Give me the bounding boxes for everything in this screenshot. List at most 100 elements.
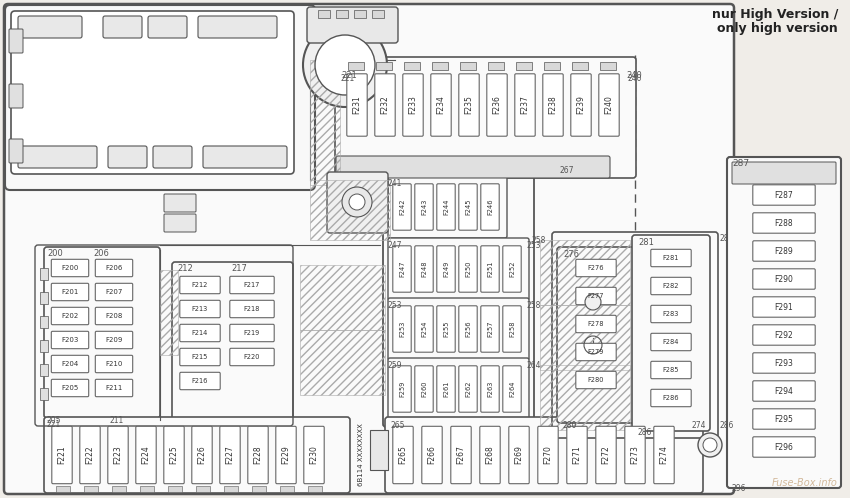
FancyBboxPatch shape: [753, 241, 815, 261]
Circle shape: [585, 294, 601, 310]
FancyBboxPatch shape: [9, 84, 23, 108]
Text: F250: F250: [465, 261, 471, 277]
FancyBboxPatch shape: [393, 184, 411, 230]
FancyBboxPatch shape: [625, 426, 645, 484]
Text: 221: 221: [341, 71, 357, 80]
Bar: [140, 486, 154, 492]
Bar: [40, 268, 48, 280]
Bar: [252, 486, 266, 492]
Bar: [404, 62, 420, 70]
FancyBboxPatch shape: [307, 7, 398, 43]
Text: F270: F270: [543, 446, 552, 465]
FancyBboxPatch shape: [727, 157, 841, 488]
FancyBboxPatch shape: [651, 305, 691, 323]
FancyBboxPatch shape: [11, 11, 294, 174]
Bar: [310, 180, 390, 240]
FancyBboxPatch shape: [437, 366, 456, 412]
FancyBboxPatch shape: [95, 331, 133, 349]
Text: 241: 241: [388, 178, 402, 188]
Text: F269: F269: [514, 446, 524, 465]
FancyBboxPatch shape: [393, 306, 411, 352]
Bar: [308, 486, 322, 492]
FancyBboxPatch shape: [220, 426, 241, 484]
Bar: [300, 330, 385, 395]
FancyBboxPatch shape: [103, 16, 142, 38]
Text: 286: 286: [720, 420, 734, 429]
FancyBboxPatch shape: [459, 246, 477, 292]
Bar: [516, 62, 532, 70]
Text: F225: F225: [169, 446, 178, 464]
Text: F247: F247: [399, 261, 405, 277]
FancyBboxPatch shape: [95, 259, 133, 277]
Text: F265: F265: [399, 446, 407, 465]
FancyBboxPatch shape: [598, 74, 619, 136]
FancyBboxPatch shape: [51, 259, 88, 277]
Text: F279: F279: [588, 349, 604, 355]
FancyBboxPatch shape: [51, 355, 88, 373]
FancyBboxPatch shape: [388, 176, 507, 238]
Text: F208: F208: [105, 313, 122, 319]
FancyBboxPatch shape: [431, 74, 451, 136]
Bar: [310, 60, 340, 185]
FancyBboxPatch shape: [80, 426, 100, 484]
Text: F212: F212: [192, 282, 208, 288]
Text: F295: F295: [774, 414, 793, 423]
Text: 265: 265: [391, 420, 405, 429]
FancyBboxPatch shape: [437, 184, 456, 230]
Text: F245: F245: [465, 199, 471, 215]
FancyBboxPatch shape: [753, 381, 815, 401]
Bar: [544, 62, 560, 70]
FancyBboxPatch shape: [275, 426, 296, 484]
FancyBboxPatch shape: [515, 74, 536, 136]
FancyBboxPatch shape: [230, 324, 275, 342]
FancyBboxPatch shape: [148, 16, 187, 38]
FancyBboxPatch shape: [415, 366, 434, 412]
Text: 258: 258: [532, 236, 547, 245]
Text: F296: F296: [774, 443, 793, 452]
Circle shape: [698, 433, 722, 457]
Text: F266: F266: [428, 446, 437, 465]
Text: F248: F248: [421, 261, 427, 277]
FancyBboxPatch shape: [651, 389, 691, 407]
Text: F280: F280: [587, 377, 604, 383]
Text: 276: 276: [563, 249, 579, 258]
Bar: [160, 270, 178, 355]
FancyBboxPatch shape: [51, 331, 88, 349]
Text: F227: F227: [225, 446, 235, 464]
FancyBboxPatch shape: [575, 315, 616, 333]
Text: F276: F276: [587, 265, 604, 271]
FancyBboxPatch shape: [753, 213, 815, 233]
Text: F256: F256: [465, 321, 471, 337]
Bar: [84, 486, 98, 492]
Text: F218: F218: [244, 306, 260, 312]
Text: F294: F294: [774, 386, 793, 395]
FancyBboxPatch shape: [651, 333, 691, 351]
FancyBboxPatch shape: [198, 16, 277, 38]
Bar: [348, 62, 364, 70]
FancyBboxPatch shape: [164, 214, 196, 232]
FancyBboxPatch shape: [509, 426, 530, 484]
Text: only high version: only high version: [717, 22, 838, 35]
FancyBboxPatch shape: [164, 426, 184, 484]
FancyBboxPatch shape: [575, 343, 616, 361]
Text: F220: F220: [244, 354, 260, 360]
FancyBboxPatch shape: [732, 162, 836, 184]
Text: F260: F260: [421, 381, 427, 397]
FancyBboxPatch shape: [654, 426, 674, 484]
Text: 253: 253: [527, 241, 541, 249]
Text: F240: F240: [604, 96, 614, 115]
FancyBboxPatch shape: [538, 426, 558, 484]
Text: F242: F242: [399, 199, 405, 215]
Text: 253: 253: [388, 300, 403, 309]
FancyBboxPatch shape: [95, 355, 133, 373]
Text: F243: F243: [421, 199, 427, 215]
Text: F234: F234: [437, 96, 445, 115]
FancyBboxPatch shape: [44, 247, 160, 418]
FancyBboxPatch shape: [9, 29, 23, 53]
Text: F223: F223: [114, 446, 122, 464]
Text: F259: F259: [399, 381, 405, 397]
FancyBboxPatch shape: [393, 246, 411, 292]
Text: F284: F284: [663, 339, 679, 345]
Bar: [370, 430, 388, 470]
FancyBboxPatch shape: [95, 379, 133, 397]
